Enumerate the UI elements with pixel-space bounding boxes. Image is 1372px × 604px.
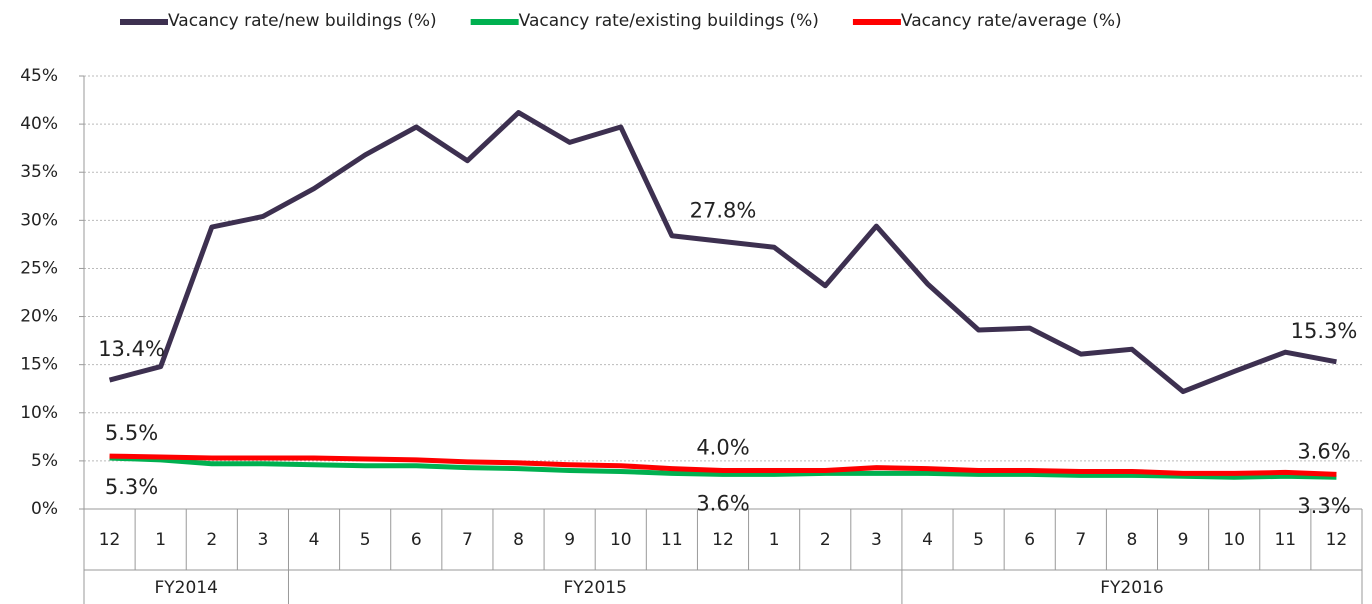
y-tick-label: 25% bbox=[20, 258, 58, 278]
y-tick-label: 20% bbox=[20, 307, 58, 327]
legend-label: Vacancy rate/existing buildings (%) bbox=[519, 11, 819, 31]
x-tick-label: 12 bbox=[99, 530, 121, 550]
legend-label: Vacancy rate/new buildings (%) bbox=[168, 11, 437, 31]
x-tick-label: 7 bbox=[462, 530, 473, 550]
group-label: FY2014 bbox=[155, 578, 218, 598]
x-tick-label: 9 bbox=[1178, 530, 1189, 550]
data-label: 27.8% bbox=[690, 199, 757, 223]
x-tick-label: 1 bbox=[155, 530, 166, 550]
data-label: 5.3% bbox=[105, 475, 158, 499]
x-tick-label: 1 bbox=[769, 530, 780, 550]
x-tick-label: 2 bbox=[206, 530, 217, 550]
legend-label: Vacancy rate/average (%) bbox=[901, 11, 1122, 31]
x-tick-label: 5 bbox=[973, 530, 984, 550]
x-tick-label: 11 bbox=[1274, 530, 1296, 550]
series-line bbox=[109, 455, 1337, 480]
series-line bbox=[109, 453, 1337, 477]
x-tick-label: 2 bbox=[820, 530, 831, 550]
x-tick-label: 3 bbox=[258, 530, 269, 550]
y-tick-label: 35% bbox=[20, 162, 58, 182]
x-tick-label: 12 bbox=[1326, 530, 1348, 550]
group-label: FY2016 bbox=[1100, 578, 1163, 598]
data-label: 3.6% bbox=[1297, 439, 1350, 463]
x-tick-label: 11 bbox=[661, 530, 683, 550]
y-tick-label: 10% bbox=[20, 403, 58, 423]
series-line bbox=[108, 110, 1337, 395]
data-label: 15.3% bbox=[1291, 319, 1358, 343]
data-label: 3.6% bbox=[696, 491, 749, 515]
y-tick-label: 30% bbox=[20, 210, 58, 230]
x-tick-label: 9 bbox=[564, 530, 575, 550]
x-tick-label: 4 bbox=[922, 530, 933, 550]
group-label: FY2015 bbox=[563, 578, 626, 598]
x-tick-label: 6 bbox=[1024, 530, 1035, 550]
x-tick-label: 7 bbox=[1075, 530, 1086, 550]
x-tick-label: 8 bbox=[1127, 530, 1138, 550]
x-tick-label: 6 bbox=[411, 530, 422, 550]
x-tick-label: 12 bbox=[712, 530, 734, 550]
y-tick-label: 0% bbox=[31, 499, 58, 519]
data-label: 4.0% bbox=[696, 436, 749, 460]
y-tick-label: 45% bbox=[20, 66, 58, 86]
data-label: 3.3% bbox=[1297, 494, 1350, 518]
x-tick-label: 10 bbox=[610, 530, 632, 550]
x-tick-label: 3 bbox=[871, 530, 882, 550]
x-tick-label: 10 bbox=[1223, 530, 1245, 550]
x-tick-label: 8 bbox=[513, 530, 524, 550]
y-tick-label: 15% bbox=[20, 355, 58, 375]
y-tick-label: 40% bbox=[20, 114, 58, 134]
y-tick-label: 5% bbox=[31, 451, 58, 471]
data-label: 13.4% bbox=[98, 337, 165, 361]
data-label: 5.5% bbox=[105, 421, 158, 445]
x-tick-label: 4 bbox=[309, 530, 320, 550]
x-tick-label: 5 bbox=[360, 530, 371, 550]
